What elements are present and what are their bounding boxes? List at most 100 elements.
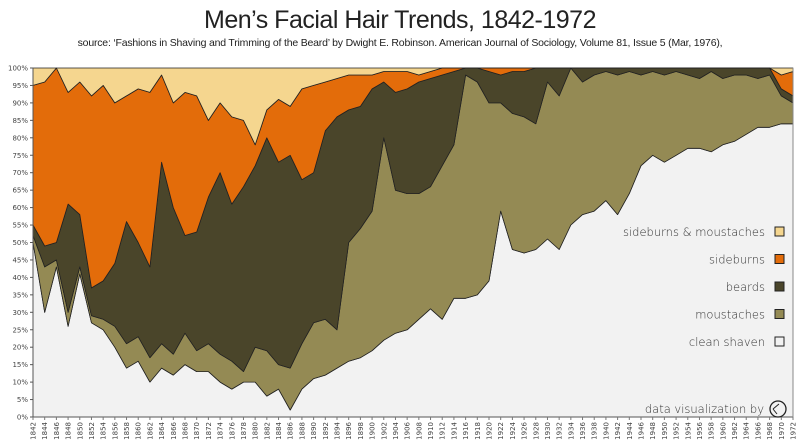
x-tick-label: 1852 — [88, 422, 96, 440]
legend-label: sideburns & moustaches — [623, 225, 765, 239]
x-tick-label: 1958 — [708, 422, 716, 440]
x-tick-label: 1848 — [65, 422, 73, 440]
y-tick-label: 90% — [12, 99, 28, 107]
x-tick-label: 1966 — [754, 421, 762, 439]
x-tick-label: 1904 — [392, 421, 400, 439]
x-tick-label: 1876 — [228, 421, 236, 439]
y-tick-label: 40% — [12, 274, 28, 282]
x-tick-label: 1942 — [614, 422, 622, 440]
x-tick-label: 1872 — [205, 422, 213, 440]
y-tick-label: 60% — [12, 204, 28, 212]
x-tick-label: 1928 — [532, 422, 540, 440]
x-tick-label: 1970 — [778, 422, 786, 440]
x-tick-label: 1862 — [146, 422, 154, 440]
x-tick-label: 1884 — [275, 421, 283, 439]
y-tick-label: 80% — [12, 134, 28, 142]
x-tick-label: 1916 — [462, 421, 470, 439]
x-tick-label: 1864 — [158, 421, 166, 439]
x-tick-label: 1936 — [579, 421, 587, 439]
legend-label: sideburns — [709, 253, 765, 267]
legend-label: clean shaven — [689, 335, 765, 349]
y-tick-label: 85% — [12, 117, 28, 125]
x-tick-label: 1910 — [427, 422, 435, 440]
credit-text: data visualization by — [645, 402, 764, 416]
legend-swatch — [774, 336, 785, 347]
legend-label: moustaches — [695, 308, 765, 322]
x-tick-label: 1882 — [263, 422, 271, 440]
x-tick-label: 1912 — [439, 422, 447, 440]
x-tick-label: 1926 — [521, 421, 529, 439]
legend-swatch — [774, 281, 785, 292]
y-tick-label: 10% — [12, 379, 28, 387]
legend-swatch — [774, 226, 785, 237]
x-tick-label: 1896 — [345, 421, 353, 439]
x-tick-label: 1900 — [369, 422, 377, 440]
chart-title: Men’s Facial Hair Trends, 1842-1972 — [204, 6, 596, 34]
legend-label: beards — [726, 280, 765, 294]
y-tick-label: 50% — [12, 239, 28, 247]
x-tick-label: 1940 — [602, 422, 610, 440]
x-tick-label: 1868 — [182, 422, 190, 440]
x-tick-label: 1932 — [556, 422, 564, 440]
y-tick-label: 55% — [12, 222, 28, 230]
x-tick-label: 1954 — [684, 421, 692, 439]
y-tick-label: 30% — [12, 309, 28, 317]
y-tick-label: 95% — [12, 82, 28, 90]
x-tick-label: 1952 — [673, 422, 681, 440]
x-tick-label: 1930 — [544, 422, 552, 440]
x-tick-label: 1890 — [310, 422, 318, 440]
x-tick-label: 1906 — [404, 421, 412, 439]
x-tick-label: 1888 — [298, 422, 306, 440]
y-tick-label: 35% — [12, 291, 28, 299]
y-tick-label: 45% — [12, 256, 28, 264]
y-tick-label: 75% — [12, 152, 28, 160]
x-tick-label: 1870 — [193, 422, 201, 440]
x-tick-label: 1968 — [766, 422, 774, 440]
x-tick-label: 1886 — [287, 421, 295, 439]
x-tick-label: 1898 — [357, 422, 365, 440]
x-tick-label: 1922 — [497, 422, 505, 440]
y-tick-label: 5% — [17, 396, 28, 404]
x-tick-label: 1866 — [170, 421, 178, 439]
x-tick-label: 1856 — [111, 421, 119, 439]
x-tick-label: 1964 — [743, 421, 751, 439]
x-tick-label: 1844 — [41, 421, 49, 439]
x-tick-label: 1924 — [509, 421, 517, 439]
x-tick-label: 1850 — [76, 422, 84, 440]
x-tick-label: 1846 — [53, 421, 61, 439]
x-tick-label: 1894 — [334, 421, 342, 439]
y-tick-label: 100% — [8, 65, 28, 73]
x-tick-label: 1950 — [661, 422, 669, 440]
x-tick-label: 1944 — [626, 421, 634, 439]
y-tick-label: 20% — [12, 344, 28, 352]
credit-logo — [769, 400, 787, 418]
x-tick-label: 1874 — [217, 421, 225, 439]
x-tick-label: 1956 — [696, 421, 704, 439]
x-tick-label: 1892 — [322, 422, 330, 440]
x-tick-label: 1972 — [790, 422, 798, 440]
x-tick-label: 1842 — [30, 422, 38, 440]
y-tick-label: 25% — [12, 326, 28, 334]
chart-subtitle: source: ‘Fashions in Shaving and Trimmin… — [77, 37, 723, 49]
y-tick-label: 15% — [12, 361, 28, 369]
legend-swatch — [774, 254, 785, 264]
credit-logo-mark — [772, 403, 780, 415]
y-tick-label: 0% — [17, 414, 28, 422]
x-tick-label: 1902 — [380, 422, 388, 440]
x-tick-label: 1920 — [486, 422, 494, 440]
legend-swatch — [774, 309, 785, 319]
x-tick-label: 1948 — [649, 422, 657, 440]
y-tick-label: 65% — [12, 187, 28, 195]
x-tick-label: 1914 — [450, 421, 458, 439]
x-tick-label: 1918 — [474, 422, 482, 440]
x-tick-label: 1960 — [719, 422, 727, 440]
x-tick-label: 1880 — [252, 422, 260, 440]
x-tick-label: 1854 — [100, 421, 108, 439]
x-tick-label: 1860 — [135, 422, 143, 440]
x-tick-label: 1934 — [567, 421, 575, 439]
x-tick-label: 1858 — [123, 422, 131, 440]
y-tick-label: 70% — [12, 169, 28, 177]
x-tick-label: 1938 — [591, 422, 599, 440]
x-tick-label: 1908 — [415, 422, 423, 440]
